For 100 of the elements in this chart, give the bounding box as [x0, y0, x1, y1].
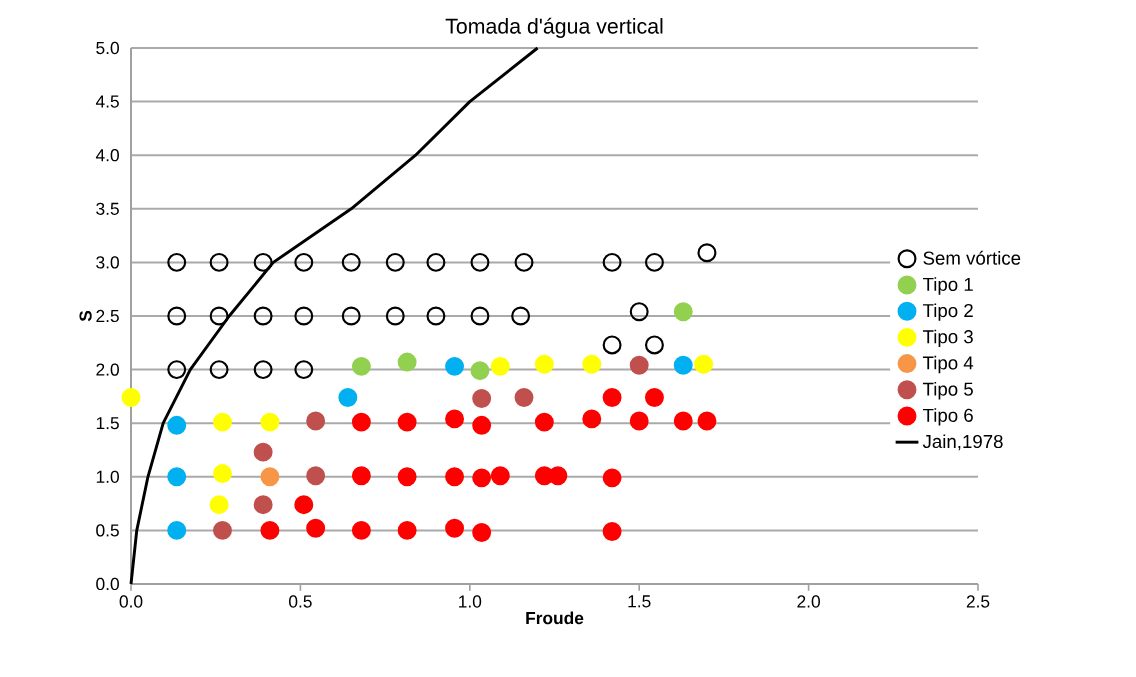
point [397, 352, 417, 372]
point [490, 356, 510, 376]
x-axis-title: Froude [526, 611, 584, 625]
point [351, 356, 371, 376]
point [167, 520, 187, 540]
point [511, 306, 531, 326]
point [351, 466, 371, 486]
point [121, 387, 141, 407]
point [426, 306, 446, 326]
legend-label: Tipo 6 [922, 408, 973, 426]
point [629, 302, 649, 322]
legend-label: Tipo 5 [922, 382, 973, 400]
legend-label: Tipo 4 [922, 355, 974, 374]
point [306, 466, 326, 486]
y-tick-label: 0.5 [96, 524, 119, 537]
y-tick-label: 2.0 [96, 363, 119, 376]
point [306, 518, 326, 538]
point [602, 252, 622, 272]
y-axis-title: S [79, 310, 92, 322]
point [629, 411, 649, 431]
point [351, 520, 371, 540]
point [167, 415, 187, 435]
y-tick-label: 1.5 [96, 417, 119, 430]
point [209, 360, 229, 380]
point [490, 466, 510, 486]
point [548, 466, 568, 486]
point [294, 495, 314, 515]
point [697, 411, 717, 431]
point [209, 495, 229, 515]
point [673, 302, 693, 322]
point [644, 387, 664, 407]
point [602, 521, 622, 541]
chart-title: Tomada d'água vertical [445, 17, 663, 38]
y-tick-label: 3.0 [96, 256, 119, 269]
point [514, 252, 534, 272]
y-tick-label: 2.5 [96, 309, 119, 323]
point [472, 415, 492, 435]
point [294, 252, 314, 272]
point [472, 468, 492, 488]
point [673, 411, 693, 431]
point [167, 360, 187, 380]
y-tick-label: 1.0 [96, 470, 119, 483]
point [445, 518, 465, 538]
y-tick-label: 5.0 [96, 41, 119, 55]
x-tick-label: 1.5 [628, 595, 651, 608]
legend-label: Tipo 1 [922, 277, 973, 295]
x-tick-label: 0.0 [119, 595, 143, 608]
point [306, 411, 326, 431]
point [534, 354, 554, 374]
point [602, 387, 622, 407]
point [445, 409, 465, 429]
point [213, 464, 232, 484]
point [602, 335, 622, 355]
point [294, 360, 314, 380]
point [338, 387, 358, 407]
point [426, 252, 446, 272]
point [644, 252, 664, 272]
point [470, 306, 490, 326]
point [253, 360, 273, 380]
point [167, 306, 187, 326]
point [673, 355, 693, 375]
point [445, 467, 465, 487]
point [260, 412, 280, 432]
point [341, 252, 361, 272]
point [534, 412, 554, 432]
point [167, 467, 187, 487]
point [294, 306, 314, 326]
point [470, 252, 490, 272]
y-tick-label: 0.0 [96, 577, 119, 591]
point [209, 306, 229, 326]
x-tick-label: 2.5 [966, 595, 990, 608]
point [445, 356, 465, 376]
point [253, 442, 273, 462]
point [213, 520, 232, 540]
point [209, 252, 229, 272]
point [697, 243, 717, 263]
legend-label: Sem vórtice [923, 250, 1021, 265]
x-tick-label: 1.0 [459, 595, 482, 608]
point [582, 354, 602, 374]
point [514, 387, 534, 407]
y-tick-label: 4.5 [95, 95, 119, 108]
point [260, 520, 280, 540]
point [629, 355, 649, 375]
point [260, 467, 280, 487]
point [253, 306, 273, 326]
point [213, 412, 232, 432]
point [602, 468, 622, 488]
point [253, 252, 273, 272]
legend-label: Tipo 3 [922, 329, 973, 348]
point [385, 306, 405, 326]
point [472, 523, 492, 542]
point [397, 467, 417, 487]
legend-label: Tipo 2 [922, 303, 973, 321]
point [397, 412, 417, 432]
point [472, 389, 492, 409]
y-tick-label: 3.5 [96, 202, 119, 215]
legend-label: Jain,1978 [922, 434, 1003, 451]
point [644, 335, 664, 355]
point [694, 354, 714, 374]
point [341, 306, 361, 326]
